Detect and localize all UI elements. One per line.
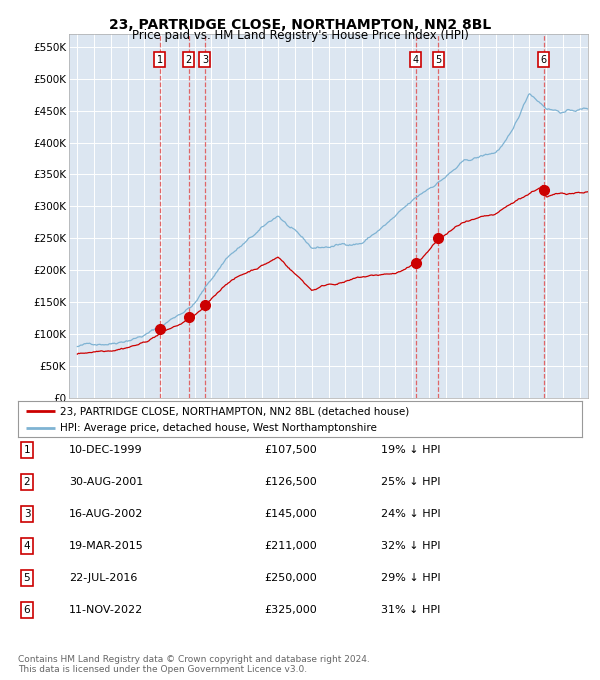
Text: 3: 3 [202, 54, 208, 65]
Text: £325,000: £325,000 [264, 605, 317, 615]
Text: 24% ↓ HPI: 24% ↓ HPI [381, 509, 440, 519]
Text: 16-AUG-2002: 16-AUG-2002 [69, 509, 143, 519]
Text: 5: 5 [23, 573, 31, 583]
Text: 22-JUL-2016: 22-JUL-2016 [69, 573, 137, 583]
Text: 5: 5 [435, 54, 441, 65]
Text: 2: 2 [23, 477, 31, 487]
Text: 6: 6 [23, 605, 31, 615]
Text: £126,500: £126,500 [264, 477, 317, 487]
Text: 1: 1 [157, 54, 163, 65]
Text: This data is licensed under the Open Government Licence v3.0.: This data is licensed under the Open Gov… [18, 665, 307, 674]
Text: £107,500: £107,500 [264, 445, 317, 455]
Text: 23, PARTRIDGE CLOSE, NORTHAMPTON, NN2 8BL: 23, PARTRIDGE CLOSE, NORTHAMPTON, NN2 8B… [109, 18, 491, 32]
Text: HPI: Average price, detached house, West Northamptonshire: HPI: Average price, detached house, West… [60, 423, 377, 432]
Text: 10-DEC-1999: 10-DEC-1999 [69, 445, 143, 455]
Text: 4: 4 [23, 541, 31, 551]
Text: 2: 2 [186, 54, 192, 65]
Text: 31% ↓ HPI: 31% ↓ HPI [381, 605, 440, 615]
Text: 25% ↓ HPI: 25% ↓ HPI [381, 477, 440, 487]
Text: 30-AUG-2001: 30-AUG-2001 [69, 477, 143, 487]
Text: 32% ↓ HPI: 32% ↓ HPI [381, 541, 440, 551]
Text: Contains HM Land Registry data © Crown copyright and database right 2024.: Contains HM Land Registry data © Crown c… [18, 656, 370, 664]
Text: Price paid vs. HM Land Registry's House Price Index (HPI): Price paid vs. HM Land Registry's House … [131, 29, 469, 42]
Text: £211,000: £211,000 [264, 541, 317, 551]
Text: 3: 3 [23, 509, 31, 519]
Text: 19-MAR-2015: 19-MAR-2015 [69, 541, 144, 551]
Text: 1: 1 [23, 445, 31, 455]
Text: £145,000: £145,000 [264, 509, 317, 519]
Text: 4: 4 [413, 54, 419, 65]
Text: 19% ↓ HPI: 19% ↓ HPI [381, 445, 440, 455]
Text: 11-NOV-2022: 11-NOV-2022 [69, 605, 143, 615]
Text: 23, PARTRIDGE CLOSE, NORTHAMPTON, NN2 8BL (detached house): 23, PARTRIDGE CLOSE, NORTHAMPTON, NN2 8B… [60, 406, 410, 416]
Text: 29% ↓ HPI: 29% ↓ HPI [381, 573, 440, 583]
Text: £250,000: £250,000 [264, 573, 317, 583]
Text: 6: 6 [541, 54, 547, 65]
